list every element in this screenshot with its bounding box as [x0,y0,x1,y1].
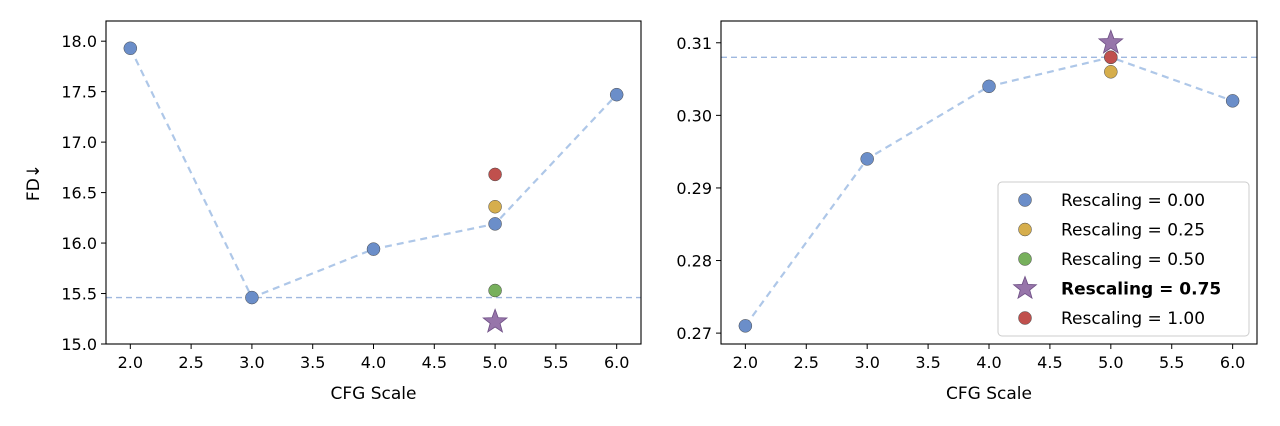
legend-marker [1018,193,1032,207]
legend-box [997,181,1250,337]
x-tick-label: 5.0 [1098,353,1123,372]
y-tick-label: 17.5 [61,83,97,102]
x-tick-label: 6.0 [1220,353,1245,372]
point-marker [1225,94,1240,108]
star-marker [482,308,509,333]
right-plot: 2.0 2.5 3.0 3.5 4.0 4.5 5.0 5.5 6.0 0.27 0.28 0.29 0… [676,20,1258,404]
legend-label: Rescaling = 0.25 [1061,221,1205,241]
point-marker [860,152,874,166]
point-marker [123,41,138,56]
y-tick-label: 15.0 [61,335,97,354]
x-axis-label: CFG Scale [946,384,1032,404]
point-marker [488,167,502,182]
legend-marker [1018,311,1032,325]
legend-item: Rescaling = 0.50 [1018,250,1205,270]
point-marker [738,319,753,333]
y-axis-label: FD↓ [24,164,44,201]
legend-label: Rescaling = 0.75 [1061,280,1221,300]
y-tick-label: 0.31 [676,34,712,53]
x-tick-label: 3.0 [239,353,264,372]
y-tick-label: 0.30 [676,106,712,125]
y-tick-label: 17.0 [61,133,97,152]
x-tick-label: 3.5 [300,353,325,372]
point-marker [1104,65,1118,79]
left-plot: 2.0 2.5 3.0 3.5 4.0 4.5 5.0 5.5 6.0 15.0 15.5 16.0 1… [24,20,642,404]
x-tick-label: 5.5 [1159,353,1184,372]
legend-item: Rescaling = 0.00 [1018,191,1205,211]
legend-item: Rescaling = 0.25 [1018,221,1205,241]
legend-item: Rescaling = 1.00 [1018,309,1205,329]
axes-frame [105,20,642,345]
y-tick-label: 15.5 [61,285,97,304]
y-tick-label: 0.28 [676,252,712,271]
legend-marker [1018,252,1032,266]
x-tick-label: 5.0 [482,353,507,372]
trend-line [129,47,618,299]
point-marker [488,217,502,231]
x-tick-label: 2.0 [733,353,758,372]
x-tick-label: 4.0 [361,353,386,372]
point-marker [488,199,502,214]
y-tick-label: 16.5 [61,184,97,203]
point-marker [982,79,996,94]
x-tick-label: 6.0 [604,353,629,372]
x-tick-label: 4.5 [422,353,447,372]
point-marker [609,87,624,102]
point-marker [245,290,259,305]
x-tick-label: 2.0 [118,353,143,372]
x-tick-label: 5.5 [543,353,568,372]
legend-star-marker [1012,275,1038,300]
legend-item: Rescaling = 0.75 [1012,275,1221,300]
legend-label: Rescaling = 0.50 [1061,250,1205,270]
point-marker [488,283,502,298]
legend: Rescaling = 0.00 Rescaling = 0.25 Rescalin… [997,181,1250,337]
point-marker [366,242,381,256]
x-tick-label: 3.0 [854,353,879,372]
x-tick-label: 2.5 [178,353,203,372]
legend-label: Rescaling = 0.00 [1061,191,1205,211]
star-marker [1097,29,1124,54]
y-tick-label: 18.0 [61,32,97,51]
x-tick-label: 4.0 [976,353,1001,372]
legend-marker [1018,222,1032,237]
x-tick-label: 2.5 [794,353,819,372]
point-marker [1104,50,1118,65]
x-axis-label: CFG Scale [331,384,417,404]
y-tick-label: 0.27 [676,324,712,343]
x-tick-label: 3.5 [915,353,940,372]
y-tick-label: 0.29 [676,179,712,198]
x-tick-label: 4.5 [1037,353,1062,372]
legend-label: Rescaling = 1.00 [1061,309,1205,329]
y-tick-label: 16.0 [61,234,97,253]
